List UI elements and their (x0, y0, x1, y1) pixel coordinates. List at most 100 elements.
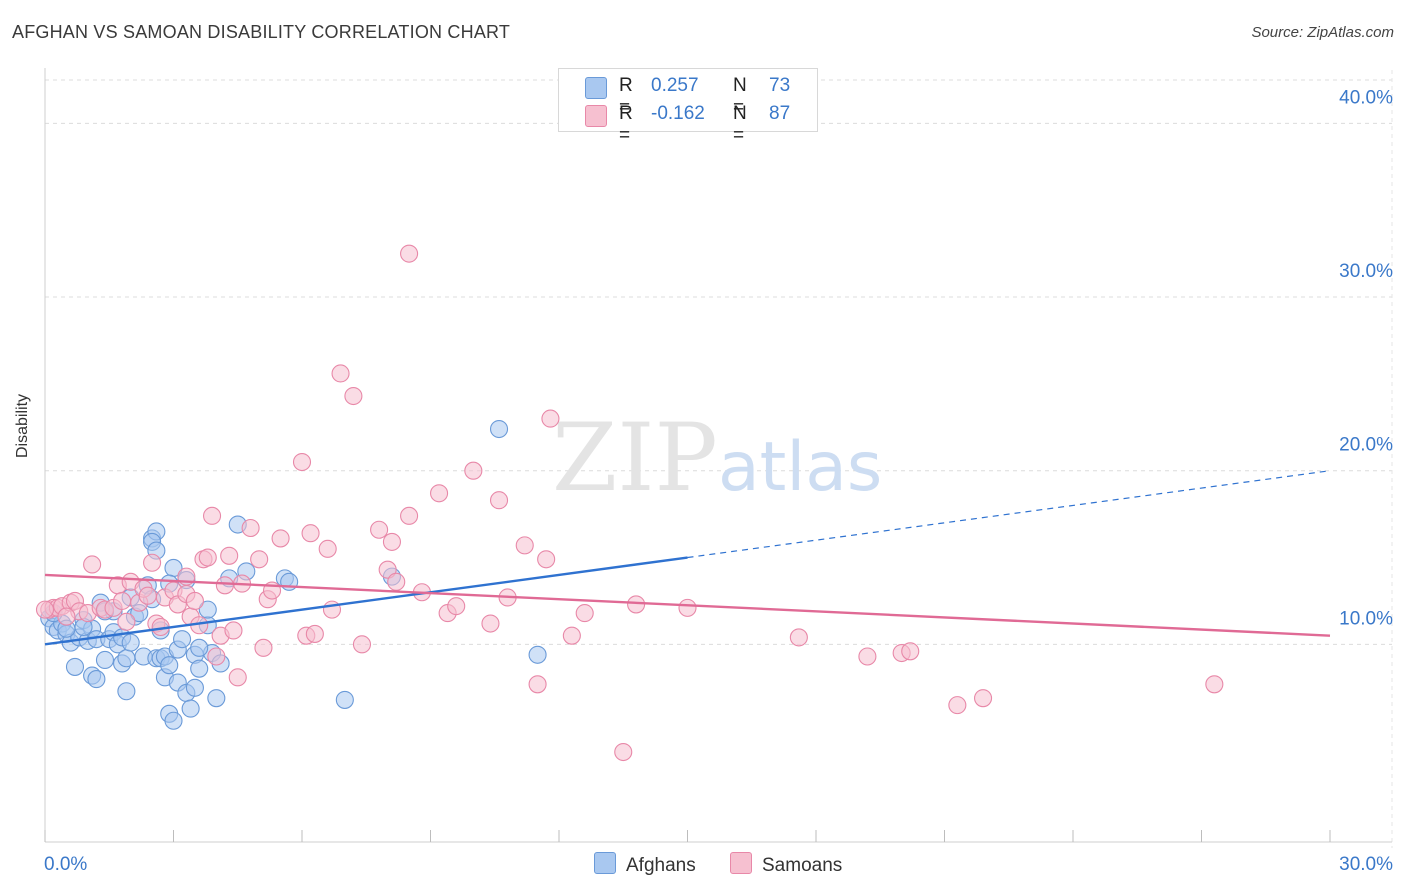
afghan-point (335, 690, 354, 709)
y-tick-label: 40.0% (1339, 87, 1393, 108)
x-tick-label: 0.0% (44, 854, 87, 875)
y-tick-label: 10.0% (1339, 608, 1393, 629)
samoan-point (575, 604, 594, 623)
samoan-point (528, 675, 547, 694)
y-tick-label: 20.0% (1339, 435, 1393, 456)
legend-r-value: -0.162 (651, 103, 705, 124)
samoan-point (83, 555, 102, 574)
legend-n-value: 87 (769, 103, 791, 124)
tick-labels: 10.0% 20.0% 30.0% 40.0% 0.0% 30.0% (44, 87, 1393, 875)
legend-n-label: N = (733, 103, 747, 146)
samoan-point (207, 647, 226, 666)
bottom-legend-swatch-afghans (594, 852, 616, 874)
samoan-point (515, 536, 534, 555)
samoan-point (447, 597, 466, 616)
samoan-point (400, 244, 419, 263)
samoan-point (143, 553, 162, 572)
legend-swatch-samoans (585, 105, 607, 127)
samoan-point (220, 546, 239, 565)
chart-title: AFGHAN VS SAMOAN DISABILITY CORRELATION … (12, 22, 511, 42)
samoan-point (678, 598, 697, 617)
samoan-point (35, 600, 55, 619)
samoan-point (627, 595, 646, 614)
samoan-point (537, 550, 556, 569)
samoan-point (858, 647, 877, 666)
bottom-legend-label-samoans: Samoans (762, 855, 843, 876)
legend-r-label: R = (619, 103, 633, 146)
samoan-point (215, 576, 234, 595)
samoan-point (318, 539, 337, 558)
afghan-point (190, 638, 209, 657)
data-points (35, 244, 1224, 762)
chart-source: Source: ZipAtlas.com (1251, 24, 1394, 41)
samoan-point (901, 642, 920, 661)
legend-n-value: 73 (769, 75, 791, 96)
samoan-point (203, 506, 222, 525)
samoan-point (430, 484, 449, 503)
samoan-point (138, 586, 157, 605)
afghan-point (65, 657, 85, 676)
legend-r-label: R = (619, 75, 633, 118)
bottom-legend-label-afghans: Afghans (626, 855, 696, 876)
trend-lines (44, 470, 1331, 646)
samoan-point (271, 529, 290, 548)
samoan-point (198, 548, 217, 567)
afghan-point (117, 682, 136, 701)
samoan-point (352, 635, 372, 654)
afghan-point (181, 699, 200, 718)
afghan-point (185, 678, 204, 697)
watermark-zip: ZIP (552, 404, 718, 513)
samoan-point (250, 550, 269, 569)
samoan-point (541, 409, 560, 428)
afghan-point (164, 711, 183, 730)
legend-r-value: 0.257 (651, 75, 699, 96)
axes (44, 68, 1392, 843)
samoan-point (382, 532, 402, 551)
samoan-point (370, 520, 389, 539)
samoan-point (117, 612, 136, 631)
samoan-point (301, 524, 320, 543)
y-tick-label: 30.0% (1339, 261, 1393, 282)
afghan-point (160, 656, 179, 675)
samoan-point (344, 386, 363, 406)
afghan-point (198, 600, 217, 619)
afghan-point (87, 670, 106, 689)
samoan-point (614, 742, 633, 762)
samoan-point (387, 572, 406, 591)
samoan-point (464, 461, 483, 480)
afghan-point (117, 649, 136, 668)
afghan-point (173, 630, 192, 649)
samoan-trend-line (44, 573, 1331, 637)
samoan-point (185, 591, 204, 610)
bottom-legend-samoans: Samoans (730, 852, 842, 877)
samoan-point (1205, 675, 1224, 694)
afghan-point (528, 645, 547, 664)
samoan-point (331, 364, 350, 383)
samoan-point (113, 591, 132, 610)
afghan-point (207, 689, 226, 708)
samoan-point (241, 518, 260, 538)
legend-n-label: N = (733, 75, 747, 118)
samoan-point (400, 506, 419, 525)
grid-lines (45, 70, 1393, 848)
afghan-point (121, 633, 140, 652)
afghan-trend-line (44, 556, 688, 646)
samoan-point (292, 452, 312, 472)
correlation-legend: R = 0.257 N = 73 R = -0.162 N = 87 (558, 68, 818, 146)
bottom-legend-swatch-samoans (730, 852, 752, 874)
watermark-atlas: atlas (718, 428, 882, 507)
samoan-point (305, 624, 324, 643)
afghan-trend-extension (687, 470, 1331, 559)
samoan-point (948, 696, 967, 715)
samoan-point (228, 668, 247, 687)
x-tick-label: 30.0% (1339, 854, 1393, 875)
samoan-point (224, 621, 243, 640)
samoan-point (973, 689, 993, 708)
samoan-point (789, 628, 808, 647)
afghan-point (190, 659, 209, 678)
samoan-point (562, 626, 581, 645)
afghan-point (95, 650, 115, 670)
samoan-point (254, 638, 273, 657)
afghan-point (489, 419, 509, 439)
